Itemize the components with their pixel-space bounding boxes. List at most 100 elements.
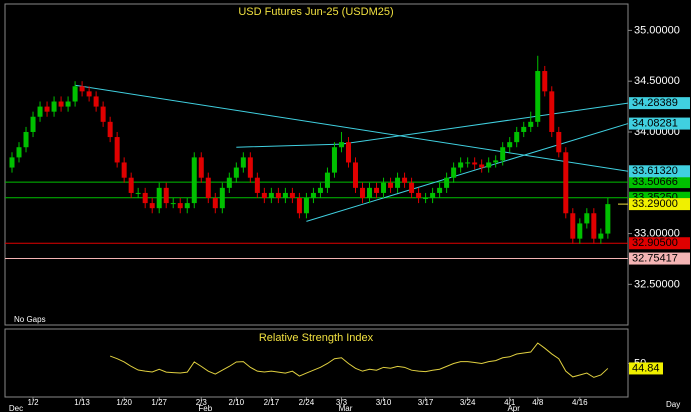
candle-body [289, 192, 295, 199]
y-tick-label: 32.50000 [634, 278, 680, 290]
candle-body [268, 192, 274, 199]
candle-body [198, 157, 204, 178]
candle-body [345, 142, 351, 163]
candle-body [86, 91, 92, 97]
trendline [75, 84, 629, 172]
rsi-line [109, 342, 609, 378]
chart-title: USD Futures Jun-25 (USDM25) [238, 6, 393, 18]
rsi-title: Relative Strength Index [259, 332, 374, 344]
candle-body [282, 192, 288, 199]
candle-body [93, 96, 99, 107]
candle-body [388, 182, 394, 188]
x-tick-label: 1/2 [27, 398, 39, 407]
candle-body [317, 187, 323, 193]
candle-body [556, 131, 562, 153]
candle-body [381, 182, 387, 193]
candle-body [128, 177, 134, 193]
month-label: Dec [9, 404, 23, 412]
x-tick-label: 2/3 [196, 398, 208, 407]
candle-body [570, 213, 576, 239]
candle-body [310, 192, 316, 199]
candle-body [30, 116, 36, 132]
x-tick-label: 4/8 [532, 398, 544, 407]
candle-body [65, 101, 71, 107]
candle-body [142, 192, 148, 204]
trendline-label-box [629, 165, 690, 178]
y-tick-label: 34.50000 [634, 75, 680, 87]
level-label-box [629, 252, 690, 265]
month-label: Mar [339, 404, 353, 412]
candle-body [9, 157, 15, 168]
level-label-box [629, 176, 690, 189]
x-tick-label: 1/20 [116, 398, 132, 407]
candle-body [58, 101, 64, 107]
candle-body [51, 101, 57, 112]
month-label: Apr [507, 404, 520, 412]
candle-body [72, 86, 78, 102]
candle-body [352, 162, 358, 188]
level-label: 33.50666 [632, 176, 678, 188]
candle-body [528, 121, 534, 127]
candle-body [149, 203, 155, 209]
candle-body [184, 203, 190, 209]
candle-body [521, 126, 527, 132]
month-label: Feb [198, 404, 212, 412]
candle-body [170, 203, 176, 205]
rsi-last-box [629, 362, 663, 375]
x-tick-label: 1/27 [151, 398, 167, 407]
candle-body [331, 147, 337, 173]
candle-body [303, 198, 309, 214]
candle-body [37, 106, 43, 117]
x-tick-label: 2/10 [229, 398, 245, 407]
candle-body [514, 131, 520, 143]
candle-body [261, 192, 267, 199]
candle-body [437, 187, 443, 193]
candle-body [121, 162, 127, 178]
candle-body [367, 187, 373, 199]
candle-body [563, 152, 569, 214]
candle-body [219, 187, 225, 209]
x-tick-label: 2/17 [264, 398, 280, 407]
candle-body [451, 167, 457, 178]
candle-body [177, 203, 183, 209]
x-tick-label: 4/16 [572, 398, 588, 407]
level-label: 32.90500 [632, 237, 678, 249]
candle-body [479, 164, 485, 168]
candle-body [542, 71, 548, 92]
candle-body [591, 213, 597, 239]
price-panel [4, 3, 629, 326]
trendline-label: 34.08281 [632, 117, 678, 129]
candle-body [507, 142, 513, 148]
candle-body [324, 172, 330, 188]
candle-body [44, 106, 50, 112]
rsi-last-label: 44.84 [632, 362, 660, 374]
candle-body [212, 198, 218, 209]
candle-body [100, 106, 106, 122]
level-label: 32.75417 [632, 252, 678, 264]
candle-body [374, 187, 380, 193]
candle-body [535, 71, 541, 122]
candle-body [423, 198, 429, 200]
level-label-box [629, 237, 690, 250]
candle-body [409, 182, 415, 193]
candle-body [605, 204, 611, 234]
trendline-label: 33.61320 [632, 165, 678, 177]
candle-body [402, 177, 408, 183]
trendline-label-box [629, 97, 690, 110]
candle-body [247, 157, 253, 178]
candle-body [205, 177, 211, 199]
note: No Gaps [14, 315, 46, 324]
candle-body [107, 121, 113, 138]
candle-body [338, 142, 344, 148]
x-tick-label: 2/24 [299, 398, 315, 407]
x-tick-label: 3/3 [336, 398, 348, 407]
candle-body [486, 162, 492, 168]
trendline-label: 34.28389 [632, 97, 678, 109]
candle-body [549, 91, 555, 132]
last-price-label-box [629, 198, 690, 211]
candle-body [226, 177, 232, 188]
candle-body [472, 162, 478, 165]
trendline [306, 123, 629, 222]
x-tick-label: 3/17 [418, 398, 434, 407]
